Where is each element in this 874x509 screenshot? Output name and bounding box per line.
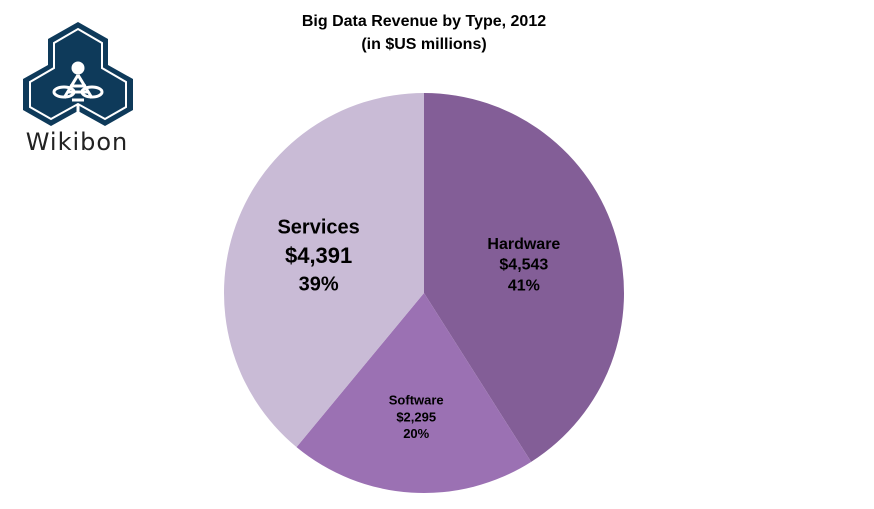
logo-text: Wikibon (25, 128, 129, 156)
wikibon-logo (23, 22, 133, 126)
pie-slice-hardware (424, 93, 624, 462)
chart-subtitle: (in $US millions) (361, 36, 487, 53)
slice-label-name: Services (277, 216, 359, 238)
slice-label-percent: 39% (299, 274, 339, 296)
chart-title: Big Data Revenue by Type, 2012 (301, 13, 547, 30)
slice-label-value: $4,391 (285, 243, 352, 268)
pie-slice-services (223, 92, 424, 448)
slice-label-name: Software (389, 392, 444, 407)
slice-label-percent: 20% (403, 426, 429, 441)
pie-slice-software (296, 293, 532, 493)
slice-label-name: Hardware (487, 236, 560, 253)
slice-label-percent: 41% (508, 277, 540, 294)
slice-label-value: $2,295 (396, 409, 436, 424)
slice-label-value: $4,543 (499, 257, 548, 274)
